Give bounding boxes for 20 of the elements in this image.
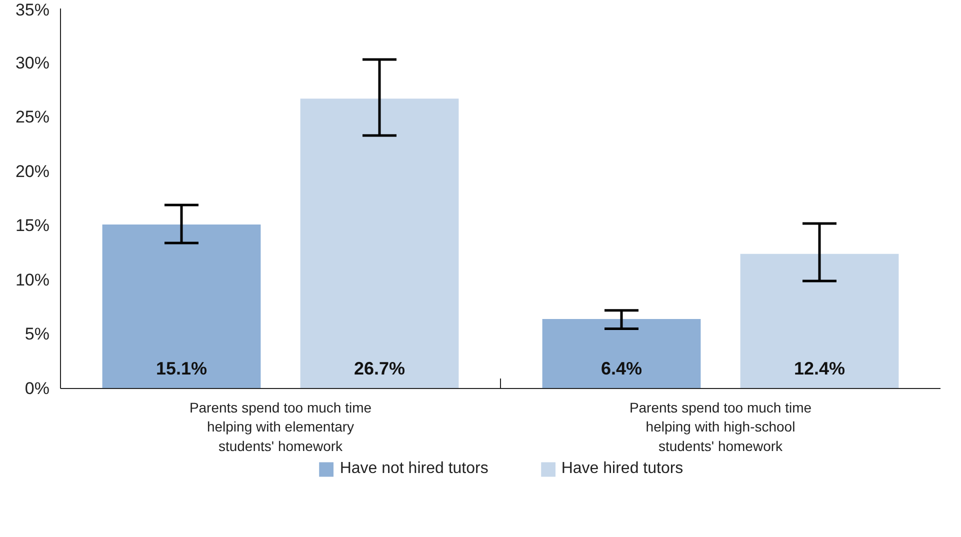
data-label: 6.4% bbox=[600, 358, 642, 378]
x-tick-label: Parents spend too much time helping with high-school students' homework bbox=[629, 400, 812, 454]
data-label: 26.7% bbox=[354, 358, 406, 378]
y-tick-label: 15% bbox=[15, 216, 50, 236]
data-label: 12.4% bbox=[794, 358, 846, 378]
legend-label: Have hired tutors bbox=[561, 460, 684, 478]
bar bbox=[102, 224, 261, 388]
y-tick-label: 5% bbox=[24, 324, 50, 344]
y-tick-label: 35% bbox=[15, 0, 50, 20]
y-tick-label: 0% bbox=[24, 379, 50, 398]
x-tick-label: Parents spend too much time helping with elementary students' homework bbox=[189, 400, 372, 454]
legend-label: Have not hired tutors bbox=[340, 460, 488, 478]
y-tick-label: 30% bbox=[15, 53, 50, 72]
y-tick-label: 20% bbox=[15, 162, 50, 181]
bar bbox=[300, 98, 459, 388]
data-label: 15.1% bbox=[156, 358, 208, 378]
y-tick-label: 10% bbox=[15, 270, 50, 290]
bar bbox=[542, 319, 701, 388]
bar bbox=[740, 254, 899, 388]
y-tick-label: 25% bbox=[15, 108, 50, 127]
